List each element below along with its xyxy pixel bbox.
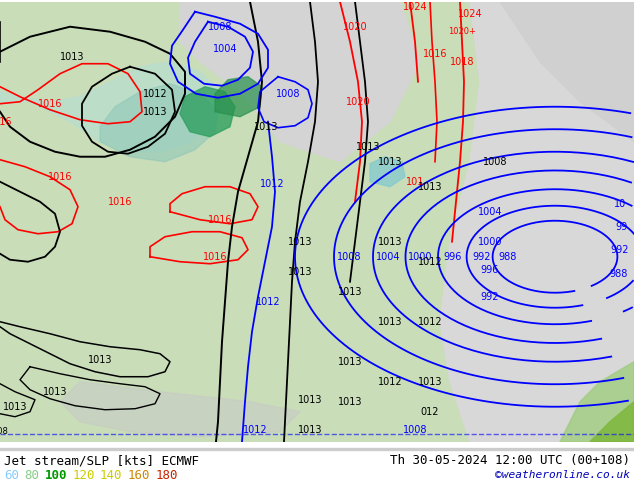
Text: 996: 996 xyxy=(444,252,462,262)
Text: 108: 108 xyxy=(0,427,8,436)
Polygon shape xyxy=(180,2,420,162)
Text: 1016: 1016 xyxy=(108,196,133,207)
Text: 1013: 1013 xyxy=(338,357,362,367)
Text: 101: 101 xyxy=(406,177,424,187)
Text: 1008: 1008 xyxy=(403,425,427,435)
Text: 1013: 1013 xyxy=(298,425,322,435)
Text: 1018: 1018 xyxy=(450,57,474,67)
Text: 1012: 1012 xyxy=(243,425,268,435)
Text: 180: 180 xyxy=(155,469,178,482)
Text: 140: 140 xyxy=(100,469,122,482)
Text: 1013: 1013 xyxy=(288,267,313,277)
Text: Jet stream/SLP [kts] ECMWF: Jet stream/SLP [kts] ECMWF xyxy=(4,454,199,467)
Text: 1013: 1013 xyxy=(42,387,67,397)
Text: 1013: 1013 xyxy=(418,182,443,192)
Text: ©weatheronline.co.uk: ©weatheronline.co.uk xyxy=(495,470,630,480)
Text: 012: 012 xyxy=(421,407,439,416)
Text: 120: 120 xyxy=(72,469,95,482)
Text: 1013: 1013 xyxy=(338,397,362,407)
Text: 1012: 1012 xyxy=(260,179,284,189)
Text: 1013: 1013 xyxy=(378,317,402,327)
Text: 1020+: 1020+ xyxy=(448,27,476,36)
Polygon shape xyxy=(560,362,634,441)
Text: 1008: 1008 xyxy=(337,252,361,262)
Text: 1013: 1013 xyxy=(288,237,313,247)
Polygon shape xyxy=(180,87,235,137)
Text: 1013: 1013 xyxy=(143,107,167,117)
Text: 992: 992 xyxy=(611,245,630,255)
Text: 100: 100 xyxy=(45,469,67,482)
Polygon shape xyxy=(440,2,634,441)
Text: 1012: 1012 xyxy=(143,89,167,98)
Text: 1013: 1013 xyxy=(3,402,27,412)
Polygon shape xyxy=(215,77,262,117)
Text: 996: 996 xyxy=(481,265,499,275)
Text: 1012: 1012 xyxy=(256,297,280,307)
Text: 1013: 1013 xyxy=(356,142,380,152)
Text: 60: 60 xyxy=(4,469,19,482)
Text: 1004: 1004 xyxy=(213,44,237,54)
Text: 992: 992 xyxy=(472,252,491,262)
Text: 160: 160 xyxy=(127,469,150,482)
Text: 992: 992 xyxy=(481,292,499,302)
Text: 1013: 1013 xyxy=(378,157,402,167)
Text: 1013: 1013 xyxy=(338,287,362,297)
Text: 1013: 1013 xyxy=(60,52,84,62)
Text: 1024: 1024 xyxy=(458,9,482,19)
Text: 1013: 1013 xyxy=(418,377,443,387)
Text: 1013: 1013 xyxy=(254,122,278,132)
Text: 1016: 1016 xyxy=(203,252,227,262)
Text: 1008: 1008 xyxy=(276,89,301,98)
Polygon shape xyxy=(500,2,634,142)
Text: 1020: 1020 xyxy=(346,97,370,107)
Text: 1008: 1008 xyxy=(208,22,232,32)
Polygon shape xyxy=(60,382,300,437)
Polygon shape xyxy=(100,84,218,162)
Polygon shape xyxy=(370,157,405,187)
Text: 1016: 1016 xyxy=(38,98,62,109)
Text: 1016: 1016 xyxy=(423,49,447,59)
Text: 988: 988 xyxy=(498,252,517,262)
Text: 1012: 1012 xyxy=(418,257,443,267)
Text: 1008: 1008 xyxy=(482,157,507,167)
Text: 1012: 1012 xyxy=(418,317,443,327)
Text: 1024: 1024 xyxy=(403,2,427,12)
Text: 10: 10 xyxy=(614,199,626,209)
Text: 1000: 1000 xyxy=(408,252,433,262)
Text: 1012: 1012 xyxy=(378,377,403,387)
Bar xyxy=(0,448,634,450)
Text: 1013: 1013 xyxy=(378,237,402,247)
Text: 1020: 1020 xyxy=(343,22,367,32)
Text: 1016: 1016 xyxy=(208,215,232,225)
Text: 1016: 1016 xyxy=(0,117,12,127)
Text: 1004: 1004 xyxy=(376,252,400,262)
Text: 1013: 1013 xyxy=(298,395,322,405)
Polygon shape xyxy=(0,62,220,152)
Text: 80: 80 xyxy=(24,469,39,482)
Text: 1000: 1000 xyxy=(478,237,502,247)
Text: 1013: 1013 xyxy=(87,355,112,365)
Text: 1004: 1004 xyxy=(478,207,502,217)
Text: 99: 99 xyxy=(616,221,628,232)
Polygon shape xyxy=(590,402,634,441)
Text: 988: 988 xyxy=(610,269,628,279)
Text: Th 30-05-2024 12:00 UTC (00+108): Th 30-05-2024 12:00 UTC (00+108) xyxy=(390,454,630,467)
Text: 1016: 1016 xyxy=(48,172,72,182)
